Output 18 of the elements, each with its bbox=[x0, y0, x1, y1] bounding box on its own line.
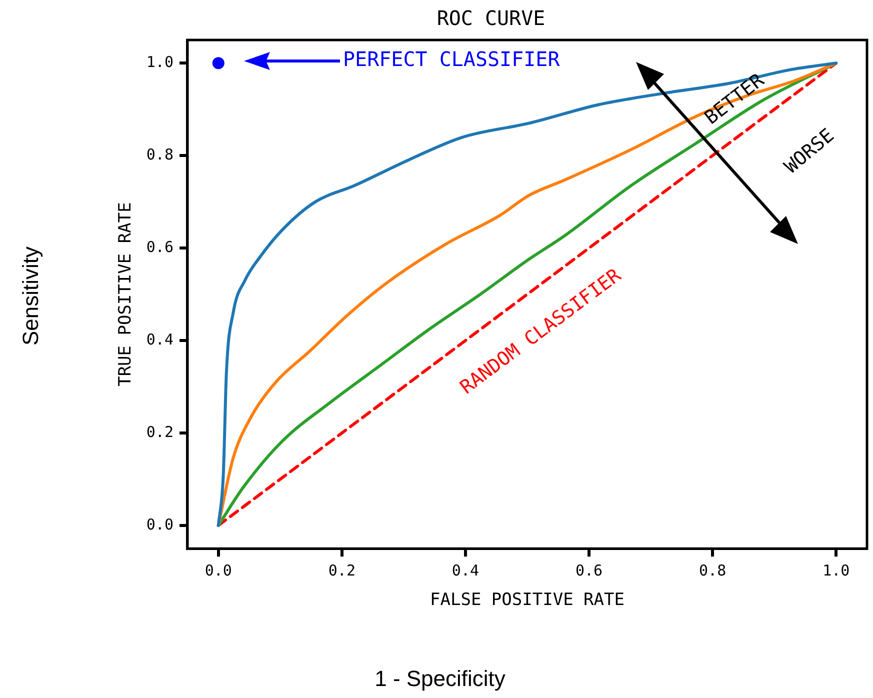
x-tick-label: 0.2 bbox=[328, 561, 356, 580]
text: 1 - Specificity bbox=[374, 666, 506, 692]
y-tick-label: 1.0 bbox=[146, 53, 174, 72]
y-axis-title: TRUE POSITIVE RATE bbox=[116, 202, 136, 386]
x-tick-label: 0.4 bbox=[452, 561, 480, 580]
x-tick-label: 1.0 bbox=[822, 561, 850, 580]
x-tick-label: 0.6 bbox=[575, 561, 603, 580]
y-tick-label: 0.0 bbox=[146, 515, 174, 534]
text: Sensitivity bbox=[18, 246, 44, 346]
annotation: PERFECT CLASSIFIER bbox=[343, 47, 561, 72]
y-tick-label: 0.2 bbox=[146, 422, 174, 441]
y-tick-label: 0.4 bbox=[146, 330, 174, 348]
x-tick-label: 0.0 bbox=[204, 561, 232, 580]
y-tick-label: 0.8 bbox=[146, 145, 174, 164]
x-tick-label: 0.8 bbox=[699, 561, 726, 580]
x-axis-title: FALSE POSITIVE RATE bbox=[430, 590, 624, 610]
y-tick-label: 0.6 bbox=[146, 238, 174, 256]
chart-title: ROC CURVE bbox=[436, 6, 546, 30]
